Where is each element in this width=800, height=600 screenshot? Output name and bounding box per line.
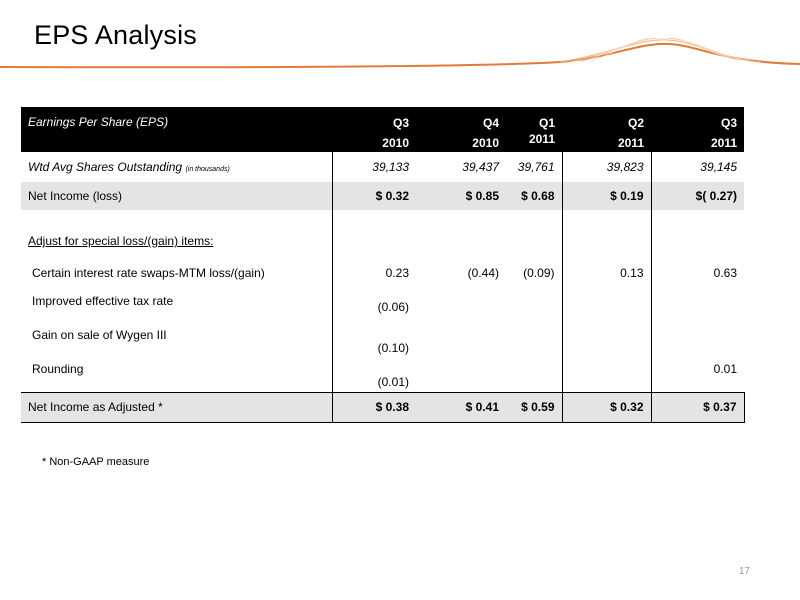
table-spacer-row	[21, 210, 744, 226]
table-cell: $ 0.32	[561, 391, 651, 423]
table-cell	[506, 290, 562, 324]
table-cell	[416, 358, 506, 392]
table-row-wygen: Gain on sale of Wygen III (0.10)	[21, 324, 744, 358]
table-cell: $ 0.59	[506, 391, 562, 423]
table-cell: 39,761	[517, 160, 555, 174]
table-cell: $ 0.85	[416, 182, 506, 210]
table-cell: 0.63	[650, 256, 744, 290]
column-header: Q3 2010	[332, 107, 416, 152]
table-cell: 0.13	[561, 256, 651, 290]
table-row-adjust-header: Adjust for special loss/(gain) items:	[21, 226, 744, 256]
table-cell: 0.23	[331, 256, 416, 290]
table-row-swaps: Certain interest rate swaps-MTM loss/(ga…	[21, 256, 744, 290]
header-swoosh-decoration	[0, 38, 800, 69]
column-header: Q2 2011	[562, 107, 651, 152]
table-cell	[650, 290, 744, 324]
slide-title: EPS Analysis	[34, 20, 197, 50]
table-cell: $ 0.41	[416, 391, 506, 423]
table-cell: $ 0.32	[331, 182, 416, 210]
table-cell: $( 0.27)	[650, 182, 744, 210]
table-cell	[561, 324, 651, 358]
row-label: Net Income (loss)	[21, 182, 332, 210]
table-cell: 0.01	[650, 358, 744, 392]
table-cell	[506, 358, 562, 392]
table-cell	[416, 290, 506, 324]
table-cell: 39,145	[650, 152, 744, 182]
table-cell: (0.01)	[331, 358, 416, 392]
table-row-net-income: Net Income (loss) $ 0.32 $ 0.85 $ 0.68 $…	[21, 182, 744, 210]
row-label: Rounding	[32, 362, 84, 376]
footnote: * Non-GAAP measure	[42, 456, 150, 468]
table-cell: (0.10)	[331, 324, 416, 358]
table-cell	[416, 324, 506, 358]
column-header: Q1 2011	[506, 107, 562, 152]
table-cell: $ 0.68	[506, 182, 562, 210]
row-label: Net Income as Adjusted *	[21, 391, 332, 423]
page-number: 17	[738, 566, 750, 577]
row-label: Improved effective tax rate	[32, 294, 174, 308]
adjust-header-label: Adjust for special loss/(gain) items:	[28, 234, 214, 248]
table-header-row: Earnings Per Share (EPS) Q3 2010 Q4 2010 Q…	[21, 107, 744, 152]
table-cell: $ 0.37	[650, 391, 745, 423]
row-label: Gain on sale of Wygen III	[32, 328, 167, 342]
table-cell: 39,133	[331, 152, 416, 182]
table-cell	[650, 324, 744, 358]
table-cell: (0.06)	[331, 290, 416, 324]
table-cell: (0.09)	[523, 266, 555, 280]
table-row-rounding: Rounding (0.01) 0.01	[21, 358, 744, 392]
row-label: Certain interest rate swaps-MTM loss/(ga…	[32, 266, 265, 280]
table-cell	[561, 358, 651, 392]
table-cell: $ 0.38	[331, 391, 416, 423]
table-cell: $ 0.19	[561, 182, 651, 210]
table-cell: 39,823	[561, 152, 651, 182]
column-header: Q4 2010	[416, 107, 506, 152]
row-label: Wtd Avg Shares Outstanding (in thousands…	[28, 160, 230, 174]
table-cell	[561, 290, 651, 324]
table-cell: (0.44)	[467, 266, 499, 280]
table-cell	[506, 324, 562, 358]
table-row-shares: Wtd Avg Shares Outstanding (in thousands…	[21, 152, 744, 182]
header-label: Earnings Per Share (EPS)	[21, 107, 332, 152]
row-label-suffix: (in thousands)	[185, 166, 230, 173]
table-cell: 39,437	[462, 160, 499, 174]
table-row-tax-rate: Improved effective tax rate (0.06)	[21, 290, 744, 324]
column-header: Q3 2011	[651, 107, 744, 152]
eps-table: Earnings Per Share (EPS) Q3 2010 Q4 2010 Q…	[21, 107, 745, 423]
table-row-net-income-adjusted: Net Income as Adjusted * $ 0.38 $ 0.41 $…	[21, 391, 745, 423]
